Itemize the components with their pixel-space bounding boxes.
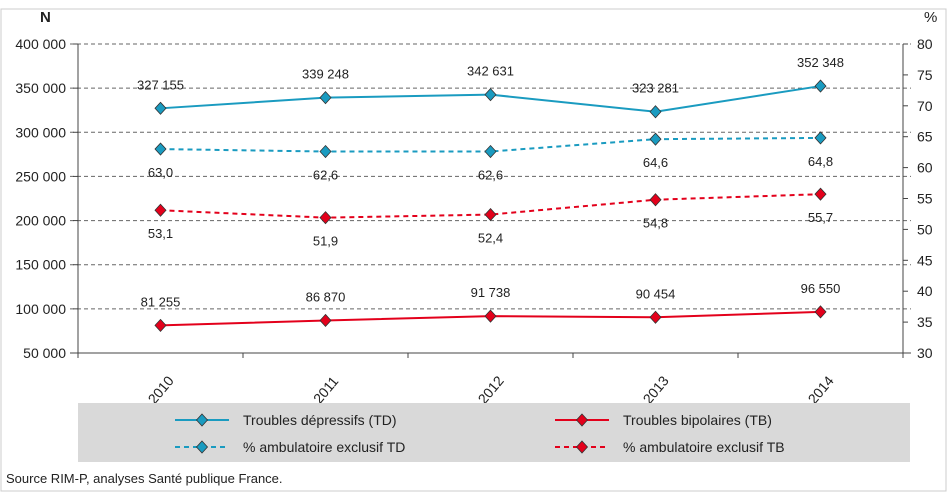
source-note: Source RIM-P, analyses Santé publique Fr… bbox=[6, 471, 283, 486]
data-label: 86 870 bbox=[306, 289, 346, 304]
data-point bbox=[484, 207, 497, 222]
chart-frame bbox=[0, 8, 947, 492]
data-label: 323 281 bbox=[632, 81, 679, 96]
data-label: 327 155 bbox=[137, 77, 184, 92]
legend-label: % ambulatoire exclusif TB bbox=[623, 439, 785, 455]
data-point bbox=[154, 101, 167, 115]
data-label: 96 550 bbox=[801, 281, 841, 296]
data-label: 90 454 bbox=[636, 286, 676, 301]
left-tick-label: 150 000 bbox=[15, 257, 66, 273]
data-point bbox=[814, 131, 827, 145]
data-point bbox=[319, 313, 332, 328]
legend-marker bbox=[195, 440, 209, 454]
legend bbox=[78, 403, 910, 462]
data-label: 55,7 bbox=[808, 210, 833, 225]
right-tick-label: 75 bbox=[917, 67, 933, 83]
left-tick-label: 200 000 bbox=[15, 213, 66, 229]
data-point bbox=[319, 211, 332, 225]
x-tick-label: 2011 bbox=[310, 373, 342, 407]
data-point bbox=[319, 91, 332, 105]
series-line-2 bbox=[160, 136, 821, 153]
data-label: 342 631 bbox=[467, 64, 514, 79]
right-axis-label: % bbox=[924, 9, 937, 26]
right-tick-label: 35 bbox=[917, 314, 933, 330]
data-point bbox=[649, 132, 662, 146]
right-tick-label: 40 bbox=[917, 283, 933, 299]
right-tick-label: 70 bbox=[917, 98, 933, 114]
data-point bbox=[154, 318, 167, 332]
legend-label: Troubles dépressifs (TD) bbox=[243, 412, 397, 428]
data-point bbox=[319, 144, 332, 159]
right-tick-label: 30 bbox=[917, 345, 933, 361]
data-label: 91 738 bbox=[471, 285, 511, 300]
left-tick-label: 50 000 bbox=[23, 345, 66, 361]
data-label: 64,8 bbox=[808, 154, 833, 169]
left-tick-label: 350 000 bbox=[15, 80, 66, 96]
x-tick-label: 2010 bbox=[145, 373, 177, 407]
data-point bbox=[154, 142, 167, 156]
data-label: 53,1 bbox=[148, 226, 173, 241]
legend-label: Troubles bipolaires (TB) bbox=[623, 412, 772, 428]
data-point bbox=[484, 88, 497, 102]
data-label: 352 348 bbox=[797, 55, 844, 70]
right-tick-label: 50 bbox=[917, 221, 933, 237]
right-tick-label: 45 bbox=[917, 252, 933, 268]
legend-marker bbox=[195, 413, 209, 427]
data-label: 62,6 bbox=[313, 168, 338, 183]
data-label: 64,6 bbox=[643, 155, 668, 170]
x-tick-label: 2012 bbox=[475, 373, 507, 407]
data-label: 51,9 bbox=[313, 234, 338, 249]
data-point bbox=[484, 144, 497, 159]
data-point bbox=[814, 305, 827, 319]
data-point bbox=[649, 193, 662, 207]
data-label: 339 248 bbox=[302, 67, 349, 82]
left-axis-label: N bbox=[40, 9, 51, 26]
data-point bbox=[649, 105, 662, 119]
x-tick-label: 2013 bbox=[640, 373, 672, 407]
data-label: 54,8 bbox=[643, 216, 668, 231]
data-point bbox=[814, 79, 827, 93]
data-label: 62,6 bbox=[478, 168, 503, 183]
right-tick-label: 55 bbox=[917, 191, 933, 207]
legend-marker bbox=[575, 413, 589, 427]
legend-marker bbox=[575, 440, 589, 454]
data-point bbox=[649, 310, 662, 324]
left-tick-label: 250 000 bbox=[15, 168, 66, 184]
series-line-3 bbox=[160, 193, 821, 219]
left-tick-label: 300 000 bbox=[15, 124, 66, 140]
data-label: 81 255 bbox=[141, 294, 181, 309]
legend-label: % ambulatoire exclusif TD bbox=[243, 439, 405, 455]
x-tick-label: 2014 bbox=[805, 373, 837, 407]
right-tick-label: 80 bbox=[917, 36, 933, 52]
data-point bbox=[814, 187, 827, 201]
data-label: 52,4 bbox=[478, 231, 503, 246]
right-tick-label: 65 bbox=[917, 129, 933, 145]
left-tick-label: 400 000 bbox=[15, 36, 66, 52]
left-tick-label: 100 000 bbox=[15, 301, 66, 317]
right-tick-label: 60 bbox=[917, 160, 933, 176]
data-label: 63,0 bbox=[148, 165, 173, 180]
data-point bbox=[154, 203, 167, 217]
data-point bbox=[484, 309, 497, 323]
